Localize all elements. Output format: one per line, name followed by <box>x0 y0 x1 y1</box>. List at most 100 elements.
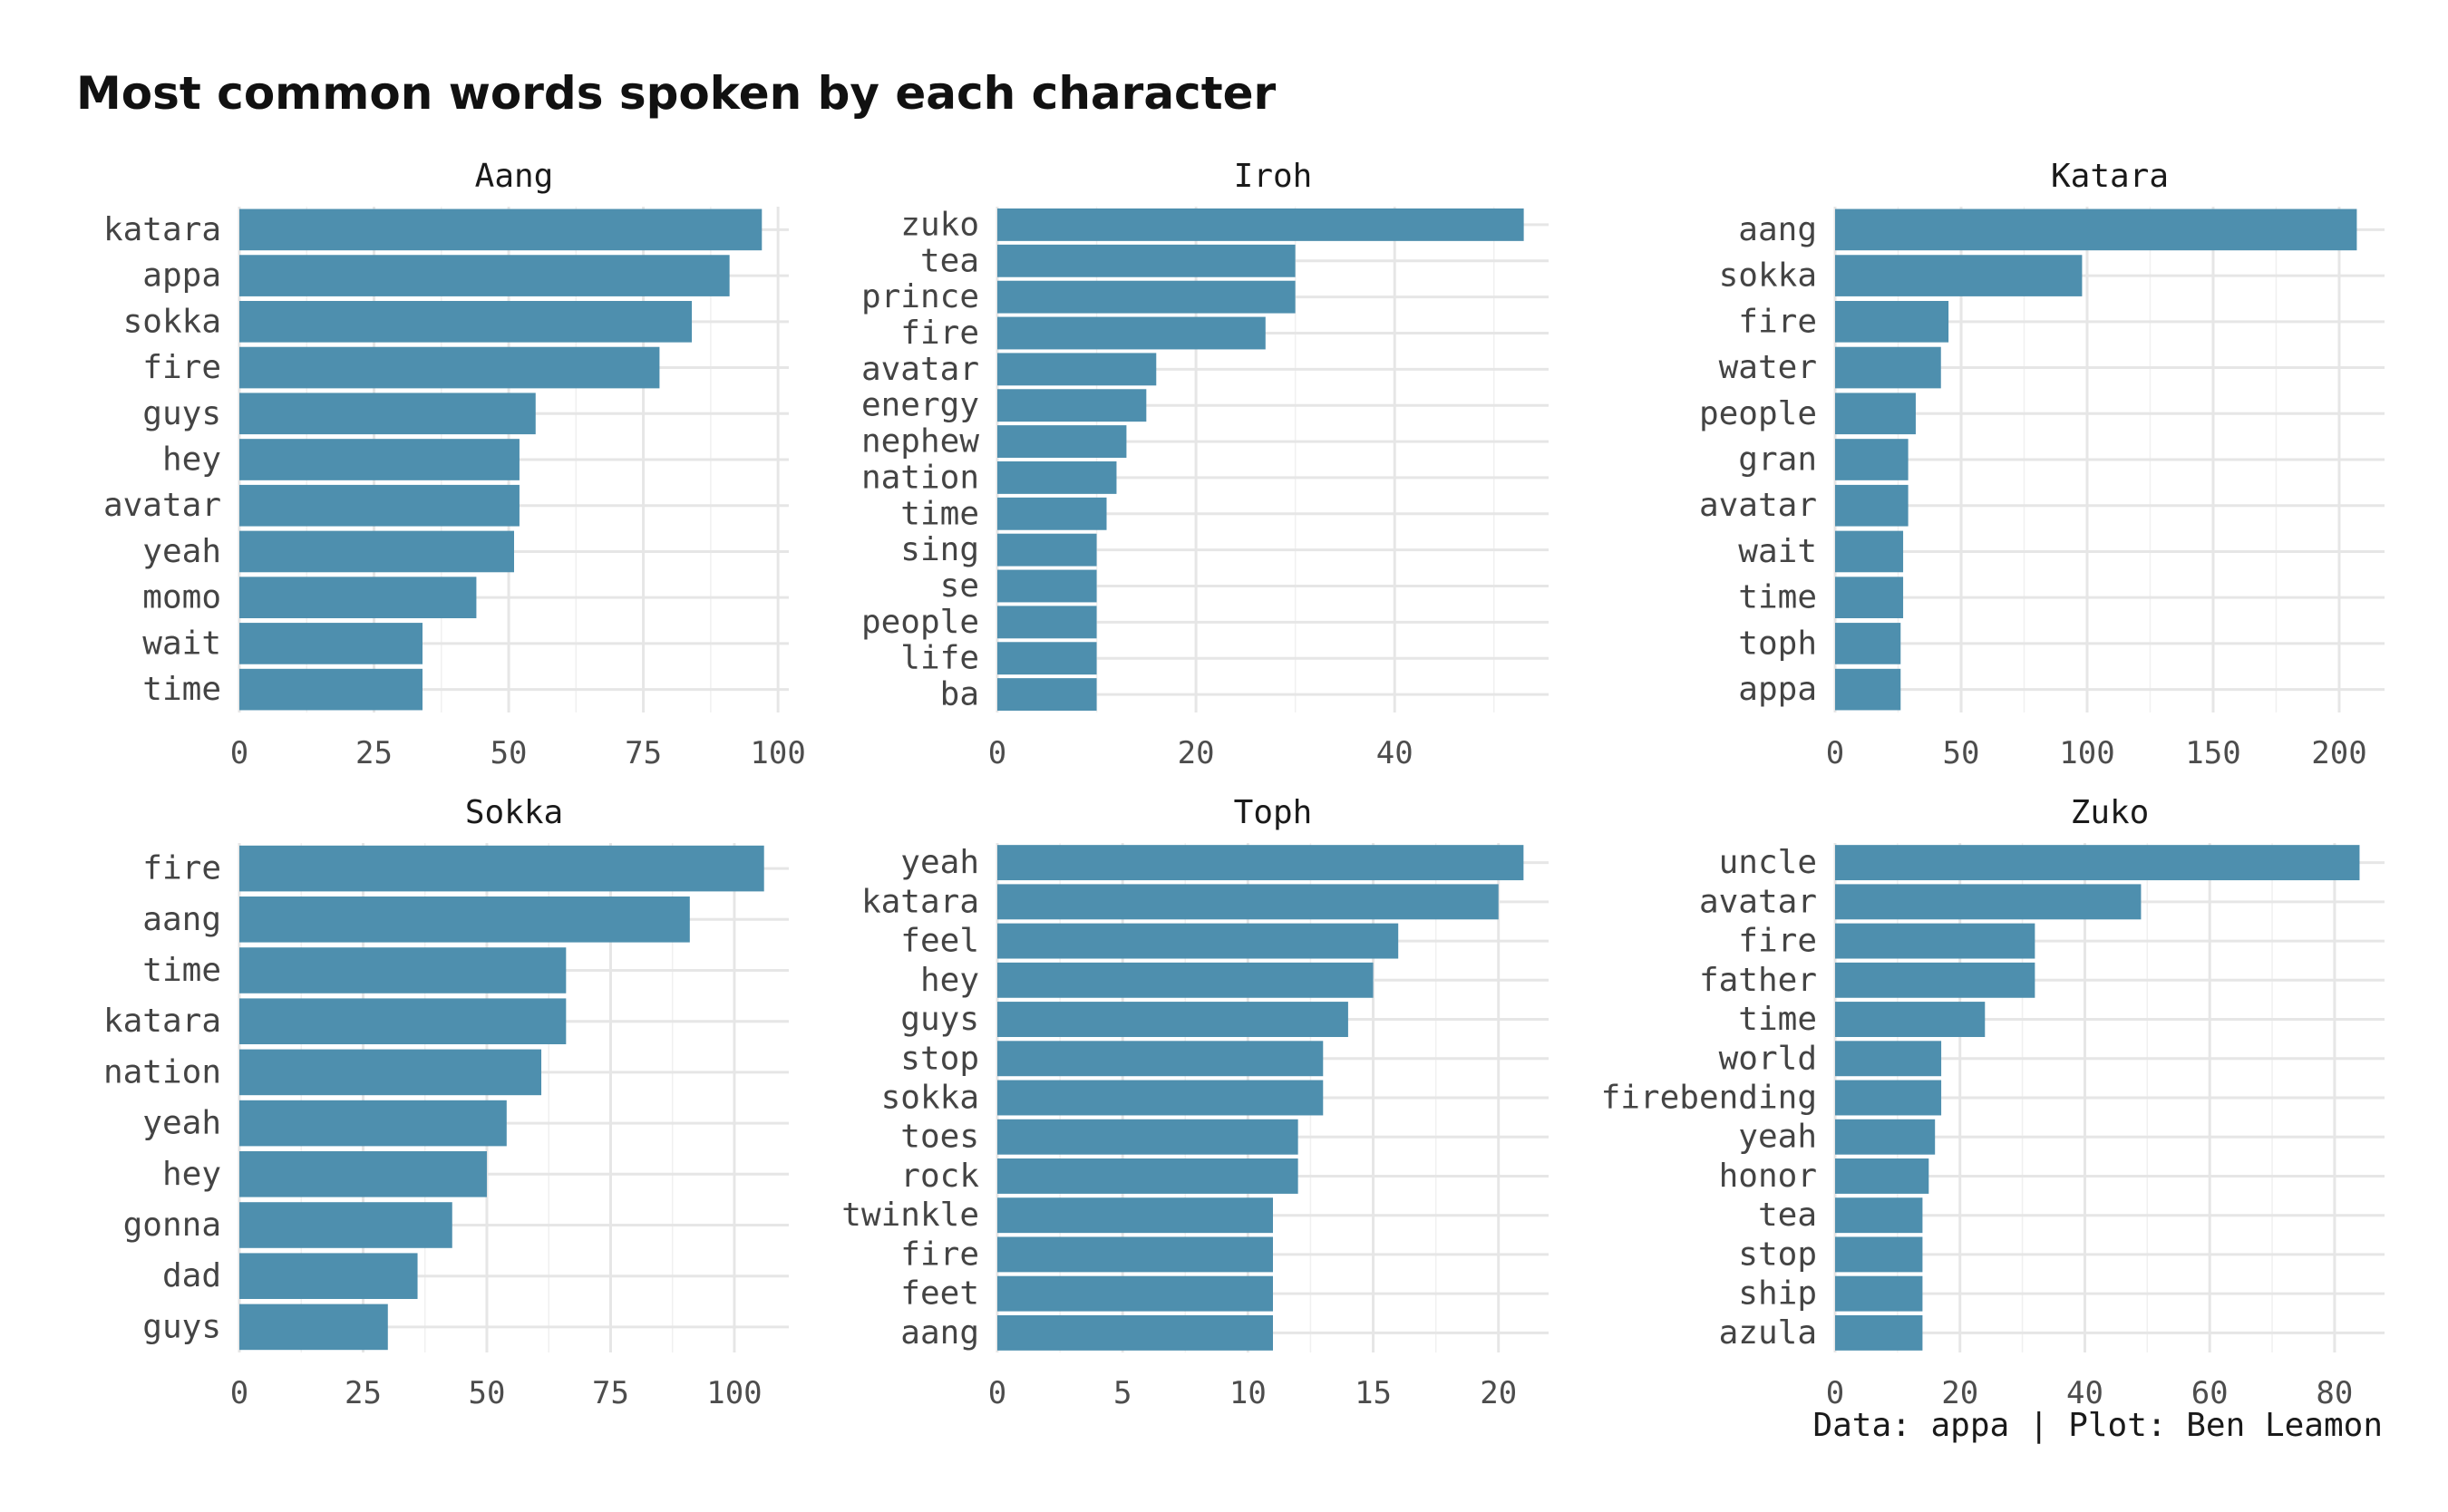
bar-katara-wait <box>1835 530 1904 573</box>
category-label: sing <box>900 531 979 568</box>
bar-aang-katara <box>239 208 763 251</box>
category-label: fire <box>900 1236 979 1273</box>
category-label: toph <box>1738 625 1817 662</box>
category-label: gran <box>1738 441 1817 479</box>
x-tick-label: 0 <box>1826 1375 1844 1411</box>
category-label: toes <box>900 1119 979 1156</box>
x-tick-label: 10 <box>1229 1375 1267 1411</box>
category-label: life <box>900 640 979 677</box>
bar-toph-aang <box>997 1314 1273 1351</box>
category-label: guys <box>142 395 221 432</box>
facet-zuko: Zuko 0 20 40 60 80 uncleavatarfirefathertimewo… <box>1601 794 2385 1411</box>
category-label: yeah <box>142 533 221 570</box>
category-label: hey <box>920 962 979 999</box>
category-label: twinkle <box>841 1197 979 1234</box>
bar-toph-fire <box>997 1236 1273 1273</box>
x-tick-label: 50 <box>468 1375 505 1411</box>
category-label: water <box>1719 349 1817 386</box>
x-tick-label: 75 <box>592 1375 629 1411</box>
bar-toph-rock <box>997 1158 1298 1194</box>
bar-toph-feel <box>997 923 1399 959</box>
bar-toph-twinkle <box>997 1197 1273 1234</box>
x-tick-label: 75 <box>625 735 662 771</box>
bar-iroh-tea <box>997 244 1296 277</box>
bar-zuko-yeah <box>1835 1119 1936 1155</box>
x-tick-label: 5 <box>1113 1375 1132 1411</box>
facet-title-toph: Toph <box>1234 794 1313 831</box>
bar-sokka-nation <box>239 1049 542 1096</box>
bar-zuko-world <box>1835 1041 1942 1077</box>
facet-sokka: Sokka 0 25 50 75 100 fire aang time katara nation y… <box>103 794 789 1411</box>
bar-katara-aang <box>1835 208 2357 251</box>
category-label: momo <box>142 579 221 616</box>
category-label: dad <box>162 1257 221 1294</box>
bar-iroh-people <box>997 606 1097 639</box>
bar-iroh-se <box>997 569 1097 603</box>
bar-zuko-time <box>1835 1002 1986 1037</box>
bar-aang-avatar <box>239 484 520 527</box>
bar-zuko-fire <box>1835 923 2035 959</box>
bar-zuko-uncle <box>1835 845 2360 881</box>
x-tick-label: 0 <box>1826 735 1844 771</box>
bar-katara-gran <box>1835 439 1909 480</box>
bar-sokka-fire <box>239 845 764 892</box>
bar-iroh-avatar <box>997 353 1157 386</box>
bar-zuko-father <box>1835 962 2035 998</box>
bar-iroh-life <box>997 642 1097 675</box>
category-label: yeah <box>900 844 979 881</box>
category-label: hey <box>162 441 221 479</box>
bar-zuko-firebending <box>1835 1080 1942 1116</box>
category-label: se <box>940 567 979 605</box>
category-label: fire <box>1738 303 1817 340</box>
category-label: firebending <box>1601 1080 1817 1117</box>
category-label: ship <box>1738 1275 1817 1313</box>
category-label: energy <box>861 387 979 424</box>
category-label: feet <box>900 1275 979 1313</box>
bar-katara-toph <box>1835 623 1901 664</box>
category-label: nation <box>861 459 979 496</box>
bar-zuko-azula <box>1835 1314 1923 1351</box>
facet-toph: Toph 0 5 10 15 20 yeahkatarafeelheyguysstopsok… <box>841 794 1549 1411</box>
category-label: gonna <box>123 1207 221 1244</box>
facet-title-aang: Aang <box>475 158 554 195</box>
x-tick-label: 100 <box>2059 735 2114 771</box>
facet-title-iroh: Iroh <box>1234 158 1313 195</box>
bar-aang-guys <box>239 393 536 435</box>
category-label: appa <box>1738 671 1817 708</box>
category-label: rock <box>900 1158 979 1195</box>
category-label: time <box>900 495 979 532</box>
facet-aang: Aang 0 25 50 75 100 katara appa sokka fire guys hey… <box>103 158 806 771</box>
bar-aang-hey <box>239 439 520 480</box>
bar-katara-sokka <box>1835 255 2083 296</box>
category-label: father <box>1699 962 1817 999</box>
x-tick-label: 100 <box>750 735 805 771</box>
facet-title-sokka: Sokka <box>465 794 563 831</box>
x-tick-label: 80 <box>2316 1375 2353 1411</box>
bar-toph-sokka <box>997 1080 1324 1116</box>
category-label: nephew <box>861 423 979 460</box>
bar-iroh-ba <box>997 678 1097 712</box>
bar-toph-feet <box>997 1275 1273 1312</box>
category-label: fire <box>142 349 221 386</box>
x-tick-label: 200 <box>2311 735 2366 771</box>
chart-title: Most common words spoken by each charact… <box>76 67 1277 120</box>
bar-sokka-aang <box>239 897 690 943</box>
category-label: tea <box>920 242 979 279</box>
category-label: aang <box>142 901 221 938</box>
category-label: sokka <box>1719 257 1817 295</box>
bar-sokka-hey <box>239 1151 487 1197</box>
bar-sokka-guys <box>239 1304 388 1351</box>
bar-iroh-nephew <box>997 425 1127 459</box>
category-label: world <box>1719 1040 1817 1077</box>
x-tick-label: 60 <box>2191 1375 2229 1411</box>
x-tick-label: 150 <box>2185 735 2240 771</box>
bar-sokka-dad <box>239 1253 418 1299</box>
bar-iroh-zuko <box>997 208 1524 241</box>
facet-katara: Katara 0 50 100 150 200 aang sokka fire water peop… <box>1699 158 2385 771</box>
category-label: aang <box>1738 211 1817 248</box>
bar-aang-yeah <box>239 530 514 573</box>
bar-katara-time <box>1835 577 1904 619</box>
category-label: time <box>1738 579 1817 616</box>
category-label: guys <box>142 1308 221 1345</box>
